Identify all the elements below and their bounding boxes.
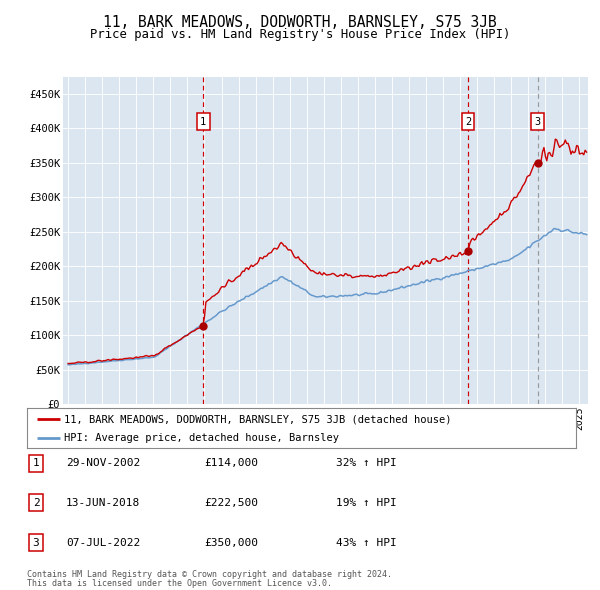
Text: 07-JUL-2022: 07-JUL-2022 xyxy=(66,538,140,548)
Text: Contains HM Land Registry data © Crown copyright and database right 2024.: Contains HM Land Registry data © Crown c… xyxy=(27,570,392,579)
Text: 11, BARK MEADOWS, DODWORTH, BARNSLEY, S75 3JB (detached house): 11, BARK MEADOWS, DODWORTH, BARNSLEY, S7… xyxy=(64,414,452,424)
Text: 3: 3 xyxy=(535,116,541,126)
Text: HPI: Average price, detached house, Barnsley: HPI: Average price, detached house, Barn… xyxy=(64,432,340,442)
Text: 43% ↑ HPI: 43% ↑ HPI xyxy=(336,538,397,548)
Text: 32% ↑ HPI: 32% ↑ HPI xyxy=(336,458,397,468)
Text: 11, BARK MEADOWS, DODWORTH, BARNSLEY, S75 3JB: 11, BARK MEADOWS, DODWORTH, BARNSLEY, S7… xyxy=(103,15,497,30)
Text: 2: 2 xyxy=(465,116,471,126)
Text: 2: 2 xyxy=(32,498,40,507)
Text: 1: 1 xyxy=(200,116,206,126)
Text: 1: 1 xyxy=(32,458,40,468)
Text: £350,000: £350,000 xyxy=(204,538,258,548)
Text: 19% ↑ HPI: 19% ↑ HPI xyxy=(336,498,397,507)
Text: Price paid vs. HM Land Registry's House Price Index (HPI): Price paid vs. HM Land Registry's House … xyxy=(90,28,510,41)
Text: This data is licensed under the Open Government Licence v3.0.: This data is licensed under the Open Gov… xyxy=(27,579,332,588)
Text: £114,000: £114,000 xyxy=(204,458,258,468)
Text: £222,500: £222,500 xyxy=(204,498,258,507)
Text: 3: 3 xyxy=(32,538,40,548)
Text: 13-JUN-2018: 13-JUN-2018 xyxy=(66,498,140,507)
Text: 29-NOV-2002: 29-NOV-2002 xyxy=(66,458,140,468)
